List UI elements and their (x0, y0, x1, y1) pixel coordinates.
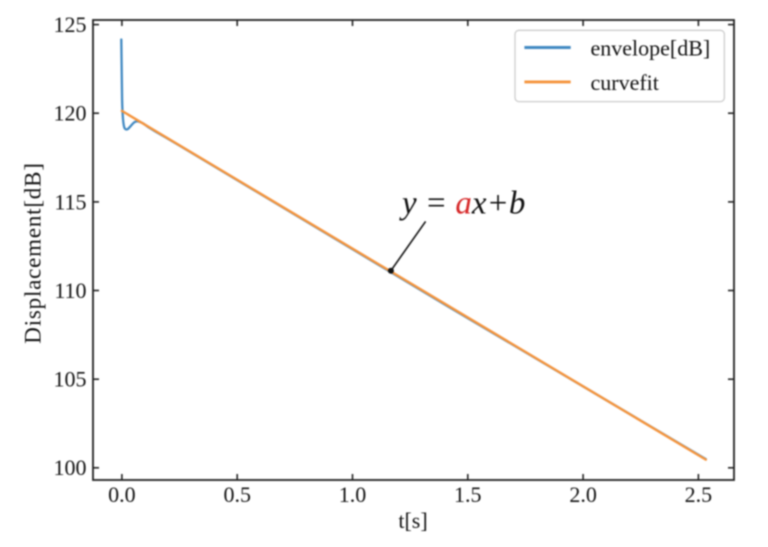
svg-text:2.0: 2.0 (569, 482, 597, 507)
svg-text:115: 115 (54, 189, 86, 214)
svg-text:curvefit: curvefit (591, 70, 659, 95)
svg-text:120: 120 (54, 101, 87, 126)
svg-text:y = ax+b: y = ax+b (399, 186, 525, 222)
svg-text:100: 100 (54, 455, 87, 480)
svg-text:0.5: 0.5 (223, 482, 251, 507)
svg-text:105: 105 (54, 367, 87, 392)
svg-text:Displacement[dB]: Displacement[dB] (21, 162, 46, 343)
svg-text:1.5: 1.5 (454, 482, 482, 507)
svg-text:0.0: 0.0 (108, 482, 136, 507)
svg-text:t[s]: t[s] (398, 508, 427, 533)
svg-text:2.5: 2.5 (685, 482, 713, 507)
svg-text:1.0: 1.0 (339, 482, 367, 507)
svg-text:envelope[dB]: envelope[dB] (591, 36, 711, 61)
svg-text:110: 110 (54, 278, 86, 303)
svg-text:125: 125 (54, 12, 87, 37)
